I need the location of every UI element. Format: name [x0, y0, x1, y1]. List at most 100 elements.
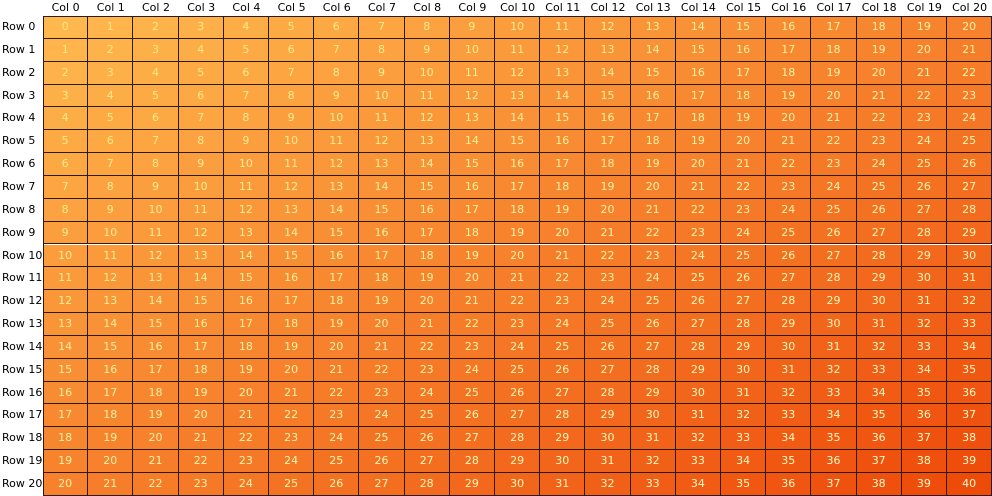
grid-cell[interactable]: 24: [856, 153, 902, 176]
grid-cell[interactable]: 20: [630, 175, 676, 199]
grid-cell[interactable]: 11: [449, 61, 495, 85]
grid-cell[interactable]: 23: [675, 221, 721, 245]
grid-cell[interactable]: 23: [314, 404, 360, 428]
grid-cell[interactable]: 24: [359, 404, 405, 428]
grid-cell[interactable]: 9: [314, 84, 360, 108]
grid-cell[interactable]: 29: [856, 267, 902, 291]
grid-cell[interactable]: 19: [585, 175, 631, 199]
grid-cell[interactable]: 35: [721, 473, 767, 496]
grid-cell[interactable]: 21: [811, 107, 857, 131]
grid-cell[interactable]: 33: [901, 335, 947, 359]
grid-cell[interactable]: 12: [223, 198, 269, 222]
grid-cell[interactable]: 7: [269, 61, 315, 85]
grid-cell[interactable]: 9: [133, 175, 179, 199]
grid-cell[interactable]: 40: [947, 473, 992, 496]
grid-cell[interactable]: 20: [721, 130, 767, 154]
grid-cell[interactable]: 9: [404, 38, 450, 62]
grid-cell[interactable]: 31: [947, 267, 992, 291]
grid-cell[interactable]: 13: [449, 107, 495, 131]
grid-cell[interactable]: 6: [223, 61, 269, 85]
grid-cell[interactable]: 27: [540, 381, 586, 405]
grid-cell[interactable]: 23: [495, 313, 541, 336]
grid-cell[interactable]: 26: [540, 358, 586, 382]
grid-cell[interactable]: 17: [43, 404, 89, 428]
grid-cell[interactable]: 9: [269, 107, 315, 131]
grid-cell[interactable]: 28: [540, 404, 586, 428]
grid-cell[interactable]: 11: [223, 175, 269, 199]
grid-cell[interactable]: 30: [901, 267, 947, 291]
grid-cell[interactable]: 36: [766, 473, 812, 496]
grid-cell[interactable]: 22: [540, 267, 586, 291]
grid-cell[interactable]: 23: [359, 381, 405, 405]
grid-cell[interactable]: 8: [359, 38, 405, 62]
grid-cell[interactable]: 24: [495, 335, 541, 359]
grid-cell[interactable]: 24: [811, 175, 857, 199]
grid-cell[interactable]: 25: [856, 175, 902, 199]
grid-cell[interactable]: 30: [540, 450, 586, 473]
grid-cell[interactable]: 16: [630, 84, 676, 108]
grid-cell[interactable]: 19: [269, 335, 315, 359]
grid-cell[interactable]: 26: [811, 221, 857, 245]
grid-cell[interactable]: 6: [178, 84, 224, 108]
grid-cell[interactable]: 6: [88, 130, 134, 154]
grid-cell[interactable]: 30: [947, 244, 992, 268]
grid-cell[interactable]: 13: [540, 61, 586, 85]
grid-cell[interactable]: 31: [630, 427, 676, 451]
grid-cell[interactable]: 31: [675, 404, 721, 428]
grid-cell[interactable]: 7: [88, 153, 134, 176]
grid-cell[interactable]: 37: [856, 450, 902, 473]
grid-cell[interactable]: 26: [947, 153, 992, 176]
grid-cell[interactable]: 27: [449, 427, 495, 451]
grid-cell[interactable]: 8: [314, 61, 360, 85]
grid-cell[interactable]: 12: [585, 16, 631, 39]
grid-cell[interactable]: 19: [495, 221, 541, 245]
grid-cell[interactable]: 13: [404, 130, 450, 154]
grid-cell[interactable]: 5: [88, 107, 134, 131]
grid-cell[interactable]: 3: [178, 16, 224, 39]
grid-cell[interactable]: 34: [721, 450, 767, 473]
grid-cell[interactable]: 30: [585, 427, 631, 451]
grid-cell[interactable]: 28: [630, 358, 676, 382]
grid-cell[interactable]: 10: [314, 107, 360, 131]
grid-cell[interactable]: 11: [269, 153, 315, 176]
grid-cell[interactable]: 37: [947, 404, 992, 428]
grid-cell[interactable]: 10: [359, 84, 405, 108]
grid-cell[interactable]: 13: [269, 198, 315, 222]
grid-cell[interactable]: 16: [404, 198, 450, 222]
grid-cell[interactable]: 12: [88, 267, 134, 291]
grid-cell[interactable]: 5: [178, 61, 224, 85]
grid-cell[interactable]: 21: [133, 450, 179, 473]
grid-cell[interactable]: 38: [901, 450, 947, 473]
grid-cell[interactable]: 27: [721, 290, 767, 314]
grid-cell[interactable]: 20: [495, 244, 541, 268]
grid-cell[interactable]: 20: [314, 335, 360, 359]
grid-cell[interactable]: 32: [947, 290, 992, 314]
grid-cell[interactable]: 17: [359, 244, 405, 268]
grid-cell[interactable]: 9: [359, 61, 405, 85]
grid-cell[interactable]: 19: [314, 313, 360, 336]
grid-cell[interactable]: 20: [675, 153, 721, 176]
grid-cell[interactable]: 13: [359, 153, 405, 176]
grid-cell[interactable]: 28: [585, 381, 631, 405]
grid-cell[interactable]: 11: [133, 221, 179, 245]
grid-cell[interactable]: 17: [223, 313, 269, 336]
grid-cell[interactable]: 16: [88, 358, 134, 382]
grid-cell[interactable]: 15: [675, 38, 721, 62]
grid-cell[interactable]: 11: [359, 107, 405, 131]
grid-cell[interactable]: 22: [675, 198, 721, 222]
grid-cell[interactable]: 32: [766, 381, 812, 405]
grid-cell[interactable]: 27: [585, 358, 631, 382]
grid-cell[interactable]: 16: [43, 381, 89, 405]
grid-cell[interactable]: 30: [811, 313, 857, 336]
grid-cell[interactable]: 6: [43, 153, 89, 176]
grid-cell[interactable]: 5: [133, 84, 179, 108]
grid-cell[interactable]: 5: [223, 38, 269, 62]
grid-cell[interactable]: 19: [540, 198, 586, 222]
grid-cell[interactable]: 13: [314, 175, 360, 199]
grid-cell[interactable]: 18: [811, 38, 857, 62]
grid-cell[interactable]: 2: [43, 61, 89, 85]
grid-cell[interactable]: 31: [721, 381, 767, 405]
grid-cell[interactable]: 29: [901, 244, 947, 268]
grid-cell[interactable]: 22: [223, 427, 269, 451]
grid-cell[interactable]: 21: [178, 427, 224, 451]
